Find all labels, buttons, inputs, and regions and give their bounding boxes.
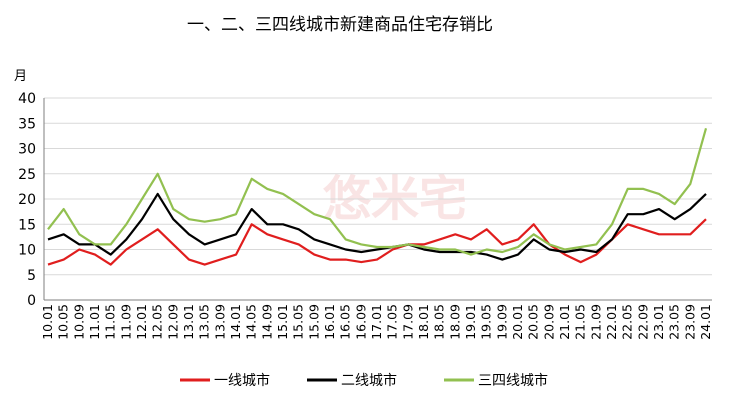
y-tick-label: 15 [18,217,36,233]
x-tick-label: 19.01 [463,304,478,340]
x-tick-label: 11.01 [87,304,102,340]
y-tick-label: 5 [27,268,36,284]
x-tick-label: 20.05 [526,304,541,340]
x-tick-label: 19.09 [494,304,509,340]
x-tick-label: 15.01 [275,304,290,340]
x-tick-label: 14.05 [244,304,259,340]
x-tick-label: 17.09 [400,304,415,340]
x-tick-label: 17.01 [369,304,384,340]
x-tick-label: 21.05 [573,304,588,340]
x-tick-label: 21.09 [588,304,603,340]
x-tick-label: 12.09 [165,304,180,340]
legend-label: 三四线城市 [478,372,548,389]
x-tick-label: 16.09 [353,304,368,340]
series-lines [47,128,708,266]
x-tick-label: 10.05 [56,304,71,340]
chart-title: 一、二、三四线城市新建商品住宅存销比 [187,15,493,35]
x-tick-label: 13.01 [181,304,196,340]
gridlines [43,97,712,301]
x-tick-label: 18.01 [416,304,431,340]
x-tick-label: 11.09 [118,304,133,340]
x-tick-label: 14.01 [228,304,243,340]
x-tick-label: 10.09 [71,304,86,340]
x-tick-label: 23.05 [667,304,682,340]
x-tick-label: 15.05 [291,304,306,340]
x-tick-label: 13.09 [212,304,227,340]
legend-label: 二线城市 [341,372,397,389]
x-tick-label: 16.01 [322,304,337,340]
y-tick-label: 35 [18,116,36,132]
x-tick-label: 20.09 [541,304,556,340]
y-axis-label: 月 [14,69,27,84]
x-tick-label: 22.09 [635,304,650,340]
x-tick-label: 15.09 [306,304,321,340]
legend-label: 一线城市 [214,372,270,389]
y-tick-label: 0 [27,293,36,309]
x-tick-label: 23.09 [682,304,697,340]
x-axis-ticks: 10.01 10.05 10.09 11.01 11.05 11.09 12.01 12.05… [40,304,713,340]
y-tick-label: 30 [18,142,36,158]
x-tick-label: 20.01 [510,304,525,340]
series-line [47,192,707,261]
x-tick-label: 12.01 [134,304,149,340]
x-tick-label: 18.05 [432,304,447,340]
y-axis-ticks: 0 5 10 15 20 25 30 35 40 [18,91,36,309]
x-tick-label: 22.01 [604,304,619,340]
x-tick-label: 14.09 [259,304,274,340]
x-tick-label: 19.05 [479,304,494,340]
x-tick-label: 13.05 [197,304,212,340]
x-tick-label: 21.01 [557,304,572,340]
x-tick-label: 10.01 [40,304,55,340]
y-tick-label: 40 [18,91,36,107]
x-tick-label: 22.05 [620,304,635,340]
x-tick-label: 18.09 [447,304,462,340]
series-line [47,128,708,256]
x-tick-label: 23.01 [651,304,666,340]
series-line [47,218,707,266]
x-tick-label: 11.05 [103,304,118,340]
x-tick-label: 12.05 [150,304,165,340]
legend: 一线城市 二线城市 三四线城市 [180,372,548,389]
y-tick-label: 25 [18,167,36,183]
y-tick-label: 20 [18,192,36,208]
y-tick-label: 10 [18,243,36,259]
x-tick-label: 16.05 [338,304,353,340]
x-tick-label: 17.05 [385,304,400,340]
x-tick-label: 24.01 [698,304,713,340]
